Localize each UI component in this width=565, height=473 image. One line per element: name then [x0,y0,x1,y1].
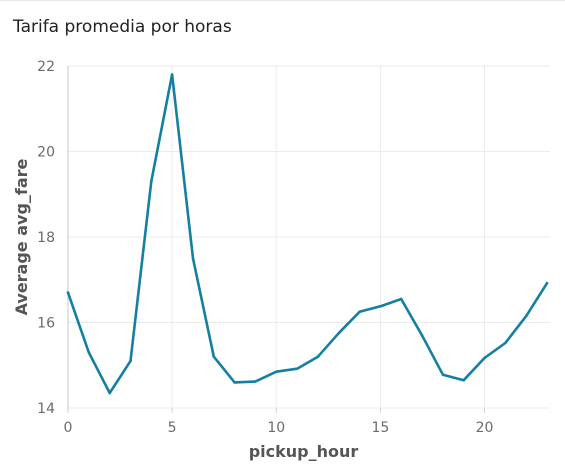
data-point [337,331,341,335]
data-point [316,355,320,359]
data-point [108,391,111,395]
data-point [504,341,507,345]
x-tick-label: 0 [64,420,73,436]
data-point [170,73,174,76]
data-point [212,355,216,359]
data-point [274,370,278,373]
data-point [87,351,91,354]
data-point [66,291,70,294]
chart-title: Tarifa promedia por horas [13,17,232,37]
data-point [233,381,236,384]
data-point [295,367,299,370]
top-divider [0,0,565,1]
data-point [254,380,257,383]
data-point [441,373,445,376]
data-point [524,314,528,318]
data-point [129,359,132,363]
data-point [150,180,153,183]
data-point [462,378,465,382]
y-tick-label: 22 [37,59,55,75]
data-point [420,334,424,337]
data-point [399,297,403,301]
y-tick-label: 18 [37,230,55,246]
x-tick-label: 10 [267,420,285,436]
x-axis-title: pickup_hour [249,442,359,461]
x-tick-label: 15 [371,420,389,436]
y-tick-label: 14 [37,401,55,417]
series-line [66,73,549,395]
data-point [358,310,361,314]
data-point [545,281,549,285]
x-tick-label: 5 [168,420,177,436]
data-point [191,257,195,260]
y-tick-label: 20 [37,145,55,161]
y-tick-label: 16 [37,316,55,332]
x-tick-label: 20 [476,420,494,436]
data-point [483,356,486,360]
data-point [379,304,382,308]
y-axis-title: Average avg_fare [12,158,31,315]
